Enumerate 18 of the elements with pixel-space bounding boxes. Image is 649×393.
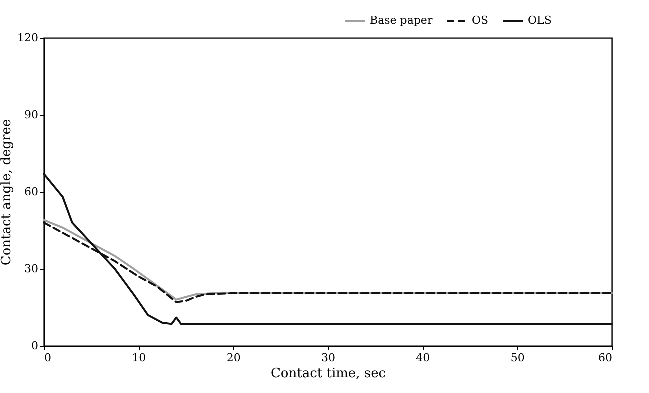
legend-label: OLS bbox=[528, 14, 552, 27]
y-tick-label: 30 bbox=[24, 262, 38, 276]
y-tick-label: 0 bbox=[32, 340, 38, 352]
x-tick-label: 0 bbox=[44, 352, 52, 364]
x-tick-label: 40 bbox=[416, 352, 430, 364]
x-tick-label: 30 bbox=[322, 352, 336, 364]
y-tick-label: 90 bbox=[24, 108, 38, 122]
x-axis-title: Contact time, sec bbox=[270, 366, 386, 382]
x-tick-label: 50 bbox=[510, 352, 525, 364]
x-tick-label: 20 bbox=[226, 352, 241, 364]
line-series bbox=[43, 173, 613, 326]
legend-label: OS bbox=[472, 14, 489, 27]
y-axis-title: Contact angle, degree bbox=[0, 119, 15, 266]
x-tick-label: 10 bbox=[132, 352, 146, 364]
y-tick-label: 60 bbox=[24, 186, 38, 198]
legend-label: Base paper bbox=[370, 14, 434, 27]
y-tick-label: 120 bbox=[18, 32, 38, 44]
x-tick-label: 60 bbox=[598, 352, 612, 364]
